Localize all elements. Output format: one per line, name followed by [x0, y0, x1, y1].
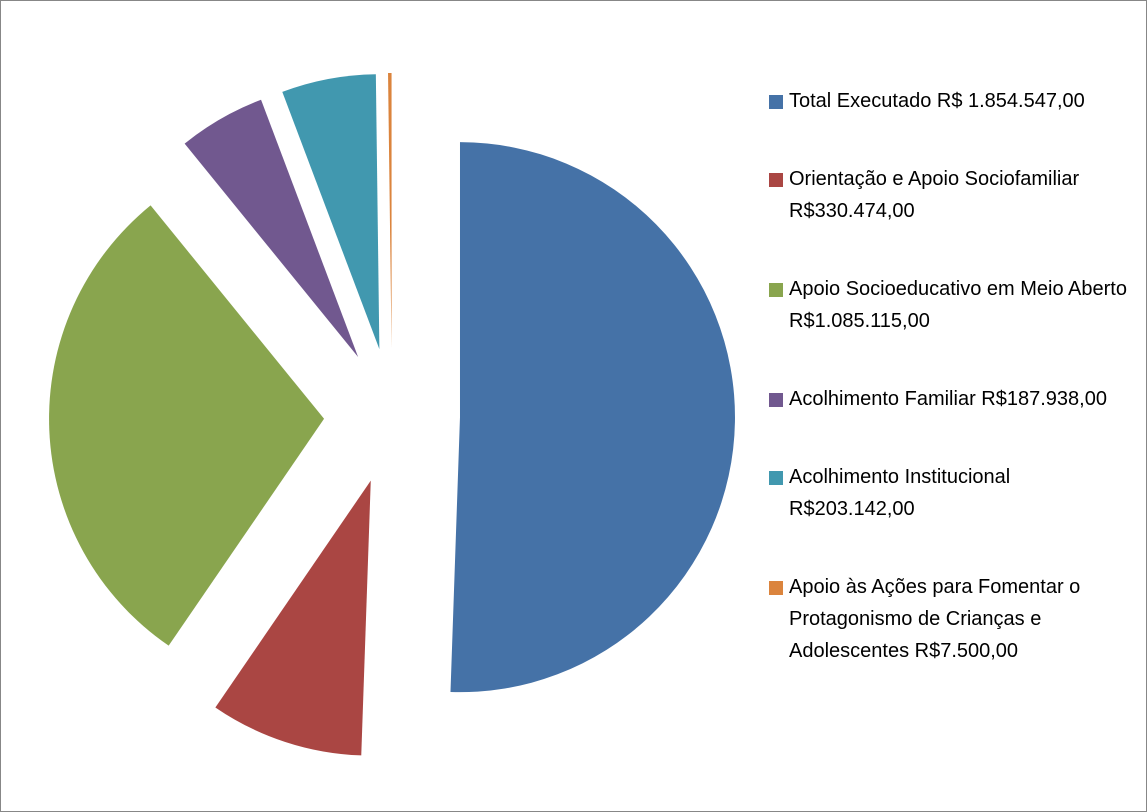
pie-slice: [450, 142, 735, 693]
legend-label: Acolhimento Familiar R$187.938,00: [789, 388, 1107, 410]
pie-slice: [49, 205, 325, 646]
pie-slice: [282, 74, 380, 350]
legend-item: Orientação e Apoio Sociofamiliar R$330.4…: [769, 163, 1139, 227]
legend-label: Orientação e Apoio Sociofamiliar R$330.4…: [789, 168, 1080, 222]
legend-swatch: [769, 283, 783, 297]
legend-label: Apoio Socioeducativo em Meio Aberto R$1.…: [789, 278, 1127, 332]
legend-swatch: [769, 393, 783, 407]
legend-item: Total Executado R$ 1.854.547,00: [769, 85, 1139, 117]
pie-area: [49, 73, 735, 756]
legend-item: Acolhimento Institucional R$203.142,00: [769, 461, 1139, 525]
legend-label: Acolhimento Institucional R$203.142,00: [789, 466, 1011, 520]
legend-swatch: [769, 471, 783, 485]
legend-swatch: [769, 95, 783, 109]
legend-swatch: [769, 173, 783, 187]
pie-slice: [184, 99, 359, 358]
pie-slice: [388, 73, 392, 349]
legend-item: Acolhimento Familiar R$187.938,00: [769, 383, 1139, 415]
legend-item: Apoio Socioeducativo em Meio Aberto R$1.…: [769, 273, 1139, 337]
legend: Total Executado R$ 1.854.547,00 Orientaçã…: [769, 85, 1139, 713]
legend-swatch: [769, 581, 783, 595]
legend-item: Apoio às Ações para Fomentar o Protagoni…: [769, 571, 1139, 667]
pie-slice: [215, 480, 371, 756]
legend-label: Total Executado R$ 1.854.547,00: [789, 90, 1085, 112]
legend-label: Apoio às Ações para Fomentar o Protagoni…: [789, 576, 1081, 662]
